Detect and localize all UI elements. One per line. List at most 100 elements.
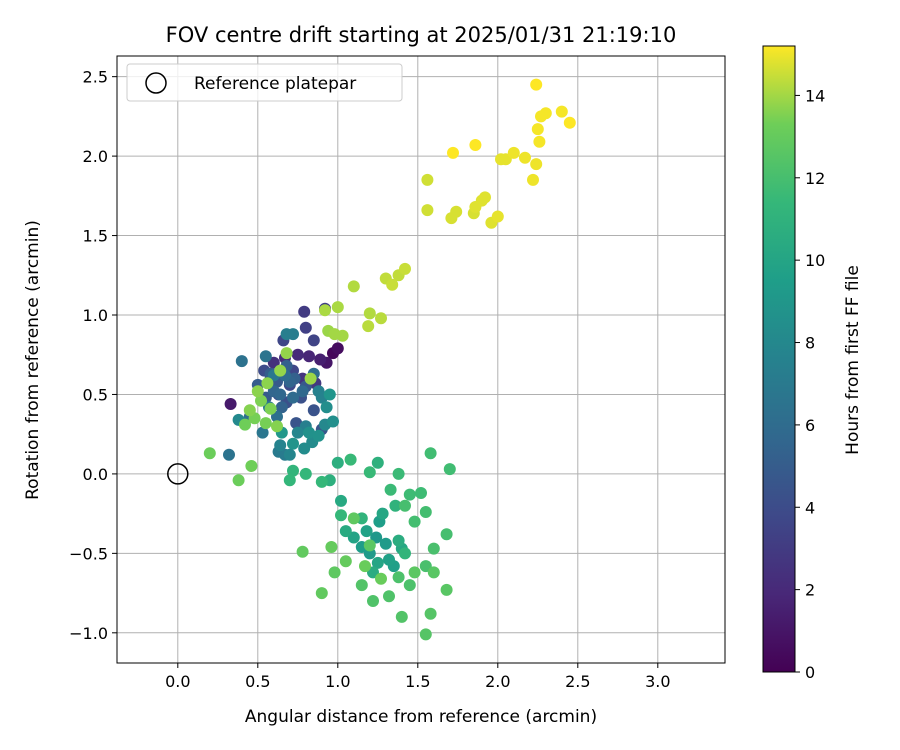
data-point: [315, 587, 328, 600]
x-tick-label: 1.0: [325, 672, 350, 691]
data-point: [256, 426, 269, 439]
data-point: [491, 210, 504, 223]
data-point: [403, 579, 416, 592]
data-point: [280, 347, 293, 360]
data-point: [259, 417, 272, 430]
colorbar-gradient: [762, 45, 796, 673]
x-tick-label: 2.0: [485, 672, 510, 691]
legend-box: [126, 63, 403, 102]
x-axis-ticks: 0.0 0.5 1.0 1.5 2.0 2.5 3.0: [165, 663, 671, 691]
data-point: [376, 507, 389, 520]
data-point: [283, 448, 296, 461]
data-point: [339, 525, 352, 538]
data-point: [275, 401, 288, 414]
colorbar-tick-label: 8: [805, 334, 815, 353]
data-point: [296, 545, 309, 558]
data-point: [399, 499, 411, 512]
y-tick-label: −1.0: [69, 624, 108, 643]
data-point: [375, 572, 387, 585]
data-point: [327, 415, 339, 428]
colorbar-ticks: 0 2 4 6 8 10 12 14: [795, 86, 825, 682]
data-point: [530, 78, 543, 91]
x-tick-label: 3.0: [645, 672, 670, 691]
data-point: [371, 556, 384, 569]
legend: Reference platepar: [126, 63, 403, 102]
data-point: [531, 123, 544, 136]
reference-platepar-marker: [167, 463, 189, 485]
data-point: [408, 515, 421, 528]
data-point: [379, 537, 392, 550]
data-point: [347, 531, 360, 544]
data-point: [323, 388, 336, 401]
data-point: [539, 107, 552, 120]
data-point: [479, 191, 491, 204]
data-point: [389, 499, 402, 512]
data-point: [424, 607, 437, 620]
data-point: [287, 437, 299, 450]
data-point: [314, 353, 327, 366]
reference-marker-group: [167, 463, 189, 485]
data-point: [421, 173, 434, 186]
data-point: [251, 385, 264, 398]
y-tick-label: 2.5: [83, 68, 108, 87]
data-point: [363, 307, 376, 320]
data-point: [563, 116, 576, 129]
data-point: [287, 464, 299, 477]
data-point: [283, 474, 296, 487]
data-point: [419, 506, 432, 518]
colorbar-label: Hours from first FF file: [843, 265, 863, 455]
data-point: [362, 320, 375, 333]
data-point: [331, 342, 344, 355]
data-point: [450, 205, 463, 218]
data-point: [223, 448, 235, 461]
data-point: [232, 474, 245, 487]
data-point: [355, 579, 368, 592]
data-point: [291, 348, 304, 361]
data-point: [335, 494, 347, 507]
data-point: [312, 429, 325, 442]
data-point: [384, 483, 397, 496]
data-point: [363, 539, 376, 552]
data-point: [533, 135, 546, 148]
data-point: [386, 278, 399, 291]
data-point: [360, 525, 373, 538]
data-point: [315, 475, 328, 488]
data-point: [347, 512, 360, 525]
data-point: [363, 466, 376, 479]
data-point: [328, 566, 341, 579]
data-point: [331, 456, 344, 469]
data-point: [290, 417, 303, 430]
colorbar-tick-label: 0: [805, 663, 815, 682]
data-point: [424, 447, 437, 460]
y-tick-label: 2.0: [83, 147, 108, 166]
data-point: [427, 542, 440, 555]
data-point: [392, 467, 405, 480]
data-point: [280, 328, 293, 341]
colorbar-tick-label: 4: [805, 498, 815, 517]
data-point: [507, 146, 520, 159]
data-point: [235, 355, 248, 368]
data-point: [298, 442, 311, 455]
data-point: [239, 418, 251, 431]
data-point: [245, 460, 258, 472]
data-point: [296, 385, 309, 398]
data-point: [408, 566, 421, 579]
data-point: [274, 364, 287, 377]
data-point: [335, 509, 347, 522]
x-tick-label: 0.5: [245, 672, 270, 691]
data-point: [331, 301, 344, 314]
data-point: [255, 394, 267, 407]
data-point: [325, 541, 338, 553]
x-tick-label: 2.5: [565, 672, 590, 691]
colorbar-tick-label: 6: [805, 416, 815, 435]
data-point: [287, 391, 299, 404]
data-point: [421, 204, 434, 217]
x-axis-label: Angular distance from reference (arcmin): [245, 707, 597, 727]
data-point: [443, 463, 456, 476]
colorbar-tick-label: 14: [805, 86, 825, 105]
data-point: [555, 105, 568, 118]
data-point: [392, 534, 405, 547]
plot-frame: [116, 55, 726, 664]
data-point: [440, 583, 453, 596]
